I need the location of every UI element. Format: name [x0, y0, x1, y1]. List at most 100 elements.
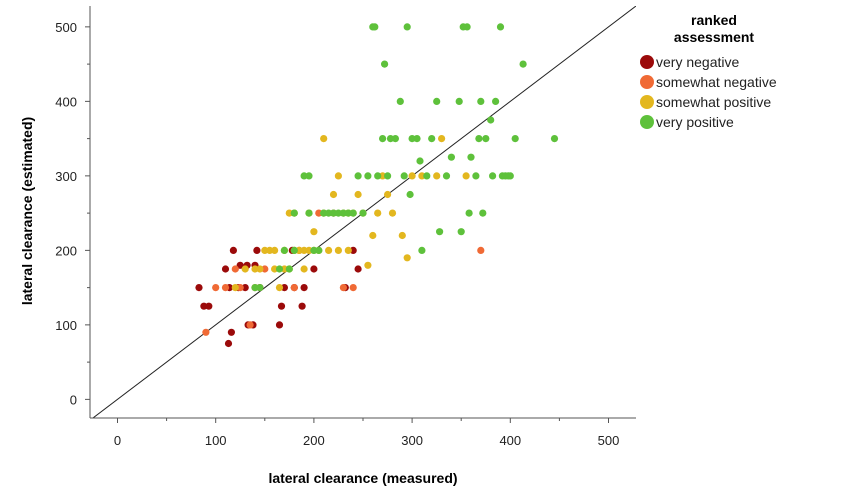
data-point-somewhat-positive: [364, 261, 372, 269]
data-point-very-positive: [403, 23, 411, 31]
data-point-very-negative: [277, 302, 286, 310]
x-tick-label: 100: [205, 433, 227, 448]
data-point-somewhat-positive: [325, 246, 333, 254]
data-point-very-positive: [384, 172, 392, 180]
legend-marker-somewhat-negative: [640, 75, 654, 89]
data-point-somewhat-negative: [231, 265, 239, 273]
data-point-somewhat-positive: [256, 265, 264, 273]
data-point-very-positive: [354, 172, 362, 180]
x-axis-title: lateral clearance (measured): [268, 470, 457, 486]
data-point-very-positive: [479, 209, 487, 217]
data-point-very-positive: [442, 172, 451, 180]
y-tick-label: 500: [55, 20, 77, 35]
data-point-very-positive: [371, 23, 379, 31]
data-point-somewhat-positive: [369, 231, 377, 240]
data-point-somewhat-negative: [246, 321, 254, 329]
y-tick-label: 400: [55, 94, 77, 109]
legend-marker-very-positive: [640, 115, 654, 129]
x-tick-label: 300: [401, 433, 423, 448]
data-point-somewhat-positive: [320, 135, 328, 143]
data-point-somewhat-negative: [212, 284, 220, 292]
data-point-very-negative: [236, 261, 244, 269]
data-point-somewhat-positive: [334, 172, 342, 180]
data-point-very-positive: [418, 246, 426, 254]
points-layer: [195, 23, 559, 348]
reference-line-y-equals-x: [92, 6, 636, 418]
data-point-somewhat-positive: [310, 228, 318, 236]
data-point-somewhat-positive: [344, 246, 352, 254]
data-point-very-positive: [275, 265, 284, 273]
data-point-very-positive: [467, 153, 475, 161]
data-point-very-positive: [315, 246, 323, 254]
data-point-very-negative: [298, 302, 306, 310]
data-point-very-negative: [195, 284, 203, 292]
data-point-very-positive: [290, 209, 298, 217]
data-point-somewhat-positive: [329, 190, 338, 199]
data-point-very-positive: [334, 209, 342, 217]
data-point-very-positive: [285, 265, 293, 273]
data-point-very-positive: [475, 135, 483, 143]
data-point-somewhat-positive: [388, 209, 397, 217]
data-point-somewhat-negative: [221, 284, 230, 292]
data-point-very-positive: [506, 172, 514, 180]
legend-label-very-positive: very positive: [656, 114, 734, 130]
x-tick-label: 400: [499, 433, 521, 448]
data-point-very-positive: [436, 228, 444, 236]
data-point-very-positive: [472, 172, 480, 180]
legend-label-very-negative: very negative: [656, 54, 739, 70]
data-point-very-positive: [447, 153, 455, 161]
data-point-somewhat-negative: [339, 284, 347, 292]
data-point-very-positive: [359, 209, 367, 217]
data-point-very-positive: [550, 135, 559, 143]
x-tick-label: 200: [303, 433, 325, 448]
data-point-somewhat-positive: [354, 190, 362, 199]
data-point-very-positive: [423, 172, 431, 180]
data-point-very-positive: [391, 135, 399, 143]
data-point-somewhat-positive: [408, 172, 416, 180]
data-point-very-positive: [463, 23, 471, 31]
data-point-very-positive: [413, 135, 421, 143]
data-point-very-positive: [489, 172, 497, 180]
data-point-somewhat-positive: [403, 254, 411, 262]
data-point-somewhat-positive: [462, 172, 470, 180]
y-tick-label: 300: [55, 169, 77, 184]
data-point-very-positive: [379, 135, 387, 143]
y-tick-label: 100: [55, 318, 77, 333]
legend-title-line-1: ranked: [691, 12, 737, 28]
data-point-very-negative: [300, 284, 308, 292]
data-point-very-negative: [310, 265, 318, 273]
data-point-somewhat-negative: [477, 246, 485, 254]
x-tick-label: 0: [114, 433, 121, 448]
data-point-somewhat-negative: [202, 328, 210, 336]
data-point-somewhat-positive: [271, 246, 279, 254]
data-point-very-negative: [205, 302, 213, 310]
data-point-very-positive: [511, 135, 519, 143]
data-point-somewhat-positive: [433, 172, 441, 180]
data-point-very-negative: [224, 339, 233, 348]
data-point-very-positive: [256, 284, 264, 292]
data-point-very-positive: [374, 172, 382, 180]
data-point-very-positive: [492, 97, 500, 105]
data-point-somewhat-positive: [438, 135, 446, 143]
x-tick-label: 500: [598, 433, 620, 448]
data-point-very-positive: [455, 97, 463, 105]
axes-layer: 0 100 200 300 400 500 0 100 200 300 400 500: [55, 6, 636, 448]
plot-area: [92, 6, 636, 418]
data-point-somewhat-negative: [349, 284, 357, 292]
legend-label-somewhat-positive: somewhat positive: [656, 94, 771, 110]
data-point-very-positive: [416, 157, 424, 165]
data-point-very-negative: [354, 265, 362, 273]
data-point-very-positive: [400, 172, 408, 180]
data-point-very-negative: [227, 328, 235, 336]
data-point-very-positive: [406, 190, 414, 199]
data-point-very-positive: [496, 23, 505, 31]
data-point-very-negative: [229, 246, 237, 254]
data-point-very-positive: [381, 60, 389, 68]
data-point-very-positive: [305, 209, 313, 217]
data-point-very-positive: [349, 209, 357, 217]
data-point-very-negative: [275, 321, 284, 329]
data-point-very-positive: [305, 172, 313, 180]
data-point-very-positive: [433, 97, 441, 105]
data-point-very-positive: [482, 135, 490, 143]
